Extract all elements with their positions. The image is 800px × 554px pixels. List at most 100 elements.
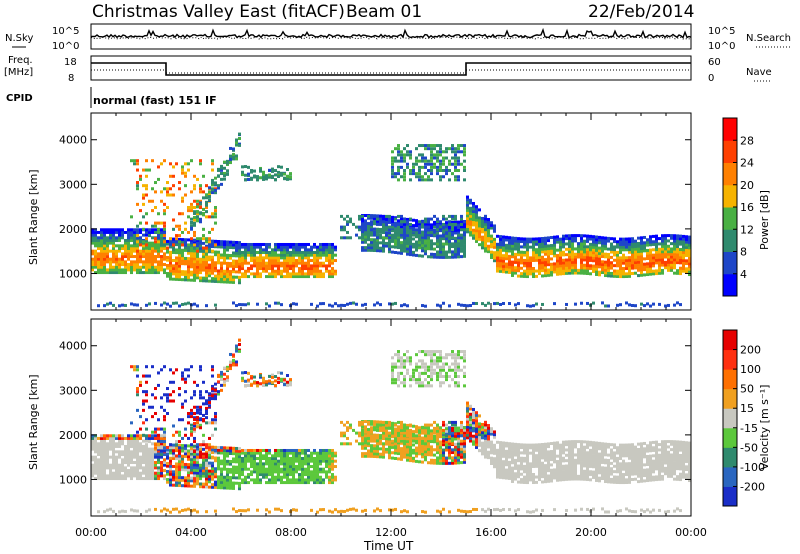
heatmap-cell — [250, 462, 253, 466]
heatmap-cell — [211, 266, 214, 270]
heatmap-cell — [241, 170, 244, 174]
heatmap-cell — [115, 466, 118, 470]
heatmap-cell — [169, 399, 172, 403]
heatmap-cell — [277, 467, 280, 471]
heatmap-cell — [511, 239, 514, 243]
heatmap-cell — [664, 242, 667, 246]
heatmap-cell — [256, 470, 259, 474]
heatmap-cell — [583, 255, 586, 259]
heatmap-cell — [289, 448, 292, 452]
heatmap-cell — [391, 225, 394, 229]
heatmap-cell — [220, 459, 223, 463]
heatmap-cell — [205, 416, 208, 420]
heatmap-cell — [238, 487, 241, 491]
heatmap-cell — [250, 470, 253, 474]
heatmap-cell — [169, 187, 172, 191]
heatmap-cell — [130, 452, 133, 456]
heatmap-cell — [163, 365, 166, 369]
heatmap-cell — [139, 255, 142, 259]
heatmap-cell — [256, 302, 259, 306]
heatmap-cell — [118, 510, 121, 514]
heatmap-cell — [448, 226, 451, 230]
heatmap-cell — [124, 455, 127, 459]
heatmap-cell — [430, 252, 433, 256]
heatmap-cell — [304, 454, 307, 458]
heatmap-cell — [205, 240, 208, 244]
heatmap-cell — [307, 272, 310, 276]
heatmap-cell — [190, 433, 193, 437]
heatmap-cell — [514, 255, 517, 259]
heatmap-cell — [280, 256, 283, 260]
heatmap-cell — [178, 449, 181, 453]
heatmap-cell — [403, 233, 406, 237]
heatmap-cell — [685, 240, 688, 244]
heatmap-cell — [580, 247, 583, 251]
heatmap-cell — [229, 449, 232, 453]
heatmap-cell — [310, 302, 313, 306]
heatmap-cell — [541, 237, 544, 241]
heatmap-cell — [637, 252, 640, 256]
heatmap-cell — [169, 174, 172, 178]
colorbar-segment — [723, 162, 737, 186]
heatmap-cell — [430, 239, 433, 243]
heatmap-cell — [220, 372, 223, 376]
heatmap-cell — [202, 237, 205, 241]
heatmap-cell — [283, 242, 286, 246]
heatmap-cell — [451, 234, 454, 238]
heatmap-cell — [166, 461, 169, 465]
heatmap-cell — [313, 256, 316, 260]
heatmap-cell — [379, 447, 382, 451]
heatmap-cell — [307, 248, 310, 252]
heatmap-cell — [424, 220, 427, 224]
heatmap-cell — [118, 265, 121, 269]
heatmap-cell — [598, 257, 601, 261]
heatmap-cell — [538, 266, 541, 270]
heatmap-cell — [175, 430, 178, 434]
heatmap-cell — [358, 434, 361, 438]
heatmap-cell — [127, 471, 130, 475]
heatmap-cell — [319, 454, 322, 458]
heatmap-cell — [604, 252, 607, 256]
heatmap-cell — [148, 508, 151, 512]
heatmap-cell — [154, 461, 157, 465]
heatmap-cell — [523, 274, 526, 278]
heatmap-cell — [364, 436, 367, 440]
heatmap-cell — [313, 269, 316, 273]
heatmap-cell — [136, 249, 139, 253]
heatmap-cell — [358, 236, 361, 240]
heatmap-cell — [103, 255, 106, 259]
heatmap-cell — [151, 257, 154, 261]
heatmap-cell — [202, 268, 205, 272]
heatmap-cell — [286, 481, 289, 485]
heatmap-cell — [319, 470, 322, 474]
heatmap-cell — [463, 241, 466, 245]
heatmap-cell — [229, 484, 232, 488]
heatmap-cell — [211, 467, 214, 471]
heatmap-cell — [106, 444, 109, 448]
heatmap-cell — [625, 301, 628, 305]
heatmap-cell — [226, 470, 229, 474]
y-tick-label: 2000 — [59, 223, 87, 236]
heatmap-cell — [640, 247, 643, 251]
heatmap-cell — [655, 250, 658, 254]
heatmap-cell — [580, 258, 583, 262]
heatmap-cell — [109, 271, 112, 275]
heatmap-cell — [160, 221, 163, 225]
heatmap-cell — [268, 374, 271, 378]
heatmap-cell — [100, 260, 103, 264]
heatmap-cell — [367, 243, 370, 247]
heatmap-cell — [187, 168, 190, 172]
heatmap-cell — [454, 150, 457, 154]
heatmap-cell — [316, 475, 319, 479]
heatmap-cell — [91, 463, 94, 467]
heatmap-cell — [265, 253, 268, 257]
heatmap-cell — [244, 451, 247, 455]
heatmap-cell — [559, 256, 562, 260]
heatmap-cell — [112, 257, 115, 261]
heatmap-cell — [580, 242, 583, 246]
heatmap-cell — [238, 254, 241, 258]
heatmap-cell — [322, 459, 325, 463]
heatmap-cell — [247, 275, 250, 279]
heatmap-cell — [211, 475, 214, 479]
heatmap-cell — [214, 221, 217, 225]
